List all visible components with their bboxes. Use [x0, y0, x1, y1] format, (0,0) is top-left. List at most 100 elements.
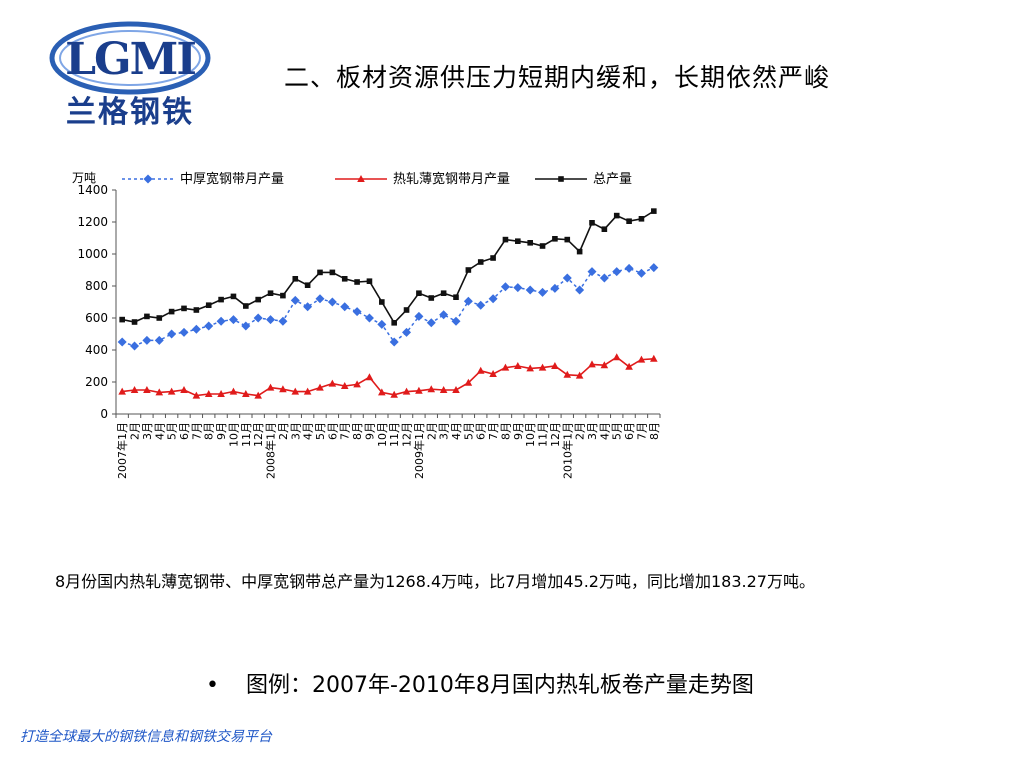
data-point [216, 316, 226, 326]
data-point [180, 386, 188, 393]
data-point [439, 310, 449, 320]
y-tick-label: 1200 [77, 215, 108, 229]
y-tick-label: 200 [85, 375, 108, 389]
data-point [489, 370, 497, 377]
data-point [588, 360, 596, 368]
x-tick-label: 6月 [475, 422, 488, 440]
x-tick-label: 2月 [574, 422, 587, 440]
series-2 [118, 353, 658, 399]
svg-text:LGMI: LGMI [65, 34, 195, 85]
x-tick-label: 7月 [635, 422, 648, 440]
data-point [463, 296, 473, 306]
data-point [316, 383, 324, 391]
data-point [167, 329, 177, 339]
x-tick-label: 10月 [227, 422, 240, 447]
logo-graphic: LGMI 兰格钢铁 [49, 21, 211, 130]
data-point [477, 259, 484, 265]
data-point [488, 294, 498, 304]
data-point [564, 236, 571, 243]
data-point [341, 276, 348, 282]
data-point [291, 387, 300, 395]
data-point [558, 176, 564, 182]
x-tick-label: 5月 [314, 422, 327, 440]
data-point [453, 294, 459, 300]
series-line [122, 210, 655, 325]
caption-text: 图例：2007年-2010年8月国内热轧板卷产量走势图 [246, 673, 754, 698]
data-point [179, 327, 189, 337]
data-point [242, 390, 250, 397]
data-point [218, 296, 224, 303]
data-point [130, 341, 140, 351]
chart-caption: • 图例：2007年-2010年8月国内热轧板卷产量走势图 [206, 667, 754, 699]
legend-label: 中厚宽钢带月产量 [180, 171, 284, 187]
page-title: 二、板材资源供压力短期内缓和，长期依然严峻 [284, 63, 831, 92]
data-point [625, 362, 633, 370]
data-point [192, 391, 201, 399]
x-tick-label: 7月 [339, 422, 352, 440]
data-point [304, 282, 311, 288]
x-tick-label: 2009年1月 [412, 422, 426, 479]
x-tick-label: 4月 [302, 422, 315, 440]
data-point [352, 307, 362, 317]
data-point [552, 236, 558, 242]
data-point [130, 386, 139, 393]
data-point [267, 290, 274, 296]
lgmi-logo: LGMI 兰格钢铁 [48, 18, 218, 136]
data-point [402, 387, 411, 395]
data-point [651, 208, 657, 214]
data-point [143, 386, 151, 393]
data-point [144, 313, 150, 320]
x-tick-label: 8月 [499, 422, 512, 440]
data-point [414, 311, 424, 321]
data-point [490, 255, 496, 261]
data-point [502, 236, 509, 243]
data-point [303, 387, 312, 395]
data-point [538, 287, 548, 297]
data-point [538, 363, 547, 371]
data-point [119, 316, 125, 323]
x-tick-label: 2月 [425, 422, 438, 440]
data-point [575, 371, 584, 379]
data-point [254, 391, 262, 399]
data-point [500, 282, 510, 292]
data-point [464, 378, 473, 386]
data-point [329, 269, 336, 276]
data-point [241, 321, 251, 331]
x-tick-label: 2月 [277, 422, 290, 440]
x-tick-label: 2008年1月 [264, 422, 278, 479]
data-point [440, 290, 447, 296]
x-tick-label: 5月 [166, 422, 179, 440]
data-point [403, 307, 410, 313]
data-point [292, 276, 299, 282]
data-point [266, 315, 276, 325]
data-point [328, 379, 337, 387]
x-tick-label: 2007年1月 [115, 422, 129, 479]
data-point [526, 364, 534, 372]
data-point [366, 278, 373, 284]
data-point [389, 337, 399, 347]
legend-item-2: 热轧薄宽钢带月产量 [335, 171, 510, 187]
legend-item-1: 中厚宽钢带月产量 [122, 171, 284, 187]
x-tick-label: 3月 [438, 422, 451, 440]
y-tick-label: 0 [100, 407, 108, 421]
y-tick-label: 1000 [77, 247, 108, 261]
data-point [204, 321, 214, 331]
x-tick-label: 6月 [623, 422, 636, 440]
y-unit-label: 万吨 [72, 171, 96, 185]
data-point [154, 335, 164, 345]
data-point [117, 337, 127, 347]
data-point [525, 285, 535, 295]
data-point [452, 386, 460, 393]
data-point [168, 308, 175, 315]
production-line-chart: 万吨 0 200 400 600 800 1000 1200 1400 2007年1月 2月 3月 4月… [60, 165, 680, 505]
data-point [562, 273, 572, 283]
data-point [118, 387, 126, 395]
y-tick-label: 600 [85, 311, 108, 325]
x-tick-label: 11月 [537, 422, 550, 447]
data-point [415, 386, 423, 394]
x-tick-label: 6月 [326, 422, 339, 440]
data-point [317, 269, 323, 276]
x-tick-label: 3月 [141, 422, 154, 440]
x-tick-label: 12月 [401, 422, 414, 447]
data-point [613, 212, 620, 219]
